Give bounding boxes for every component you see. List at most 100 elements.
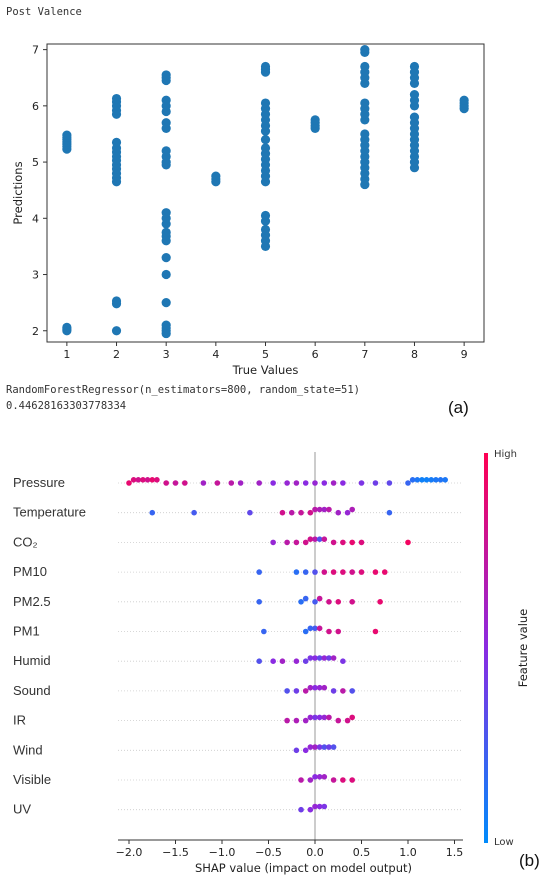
shap-point [293, 717, 300, 724]
data-point [360, 129, 370, 139]
shap-point [344, 717, 351, 724]
data-point [360, 45, 370, 55]
shap-point [321, 655, 328, 661]
shap-point [349, 599, 356, 605]
shap-point [302, 628, 309, 635]
shap-point [279, 658, 286, 664]
x-tick-label: 9 [461, 348, 468, 361]
feature-label: Pressure [13, 475, 65, 490]
shap-point [307, 655, 314, 661]
shap-point [284, 717, 290, 724]
data-point [111, 326, 122, 336]
shap-point [321, 536, 328, 542]
feature-label: Visible [13, 772, 51, 787]
shap-point [307, 625, 314, 632]
colorbar-high-label: High [494, 449, 517, 460]
shap-point [302, 595, 309, 602]
shap-point [437, 477, 444, 483]
shap-point [349, 539, 356, 546]
shap-point [256, 658, 263, 664]
shap-summary-plot: −2.0 −1.5 −1.0 −0.5 0.0 0.5 1.0 1.5 SHAP value (… [13, 449, 530, 875]
shap-point [340, 658, 346, 664]
shap-point [316, 714, 323, 721]
shap-point [335, 599, 342, 605]
y-tick-label: 3 [32, 269, 39, 282]
data-point [161, 298, 171, 308]
shap-x-tick-label: −1.0 [209, 846, 236, 859]
data-point [111, 296, 122, 306]
shap-point [381, 569, 388, 575]
shap-point [302, 717, 309, 724]
shap-point [349, 569, 356, 575]
shap-point [293, 658, 300, 664]
data-point [260, 143, 271, 153]
shap-point [312, 625, 318, 632]
shap-point [312, 744, 318, 750]
shap-x-tick-label: −2.0 [116, 846, 143, 859]
shap-point [316, 803, 323, 810]
shap-point [335, 509, 342, 516]
shap-point [312, 803, 318, 810]
shap-point [340, 777, 346, 783]
data-point [161, 320, 171, 330]
shap-point [316, 595, 323, 602]
shap-x-tick-label: 1.0 [399, 846, 417, 859]
shap-point [307, 806, 314, 813]
feature-label: CO₂ [13, 534, 38, 549]
data-point [161, 253, 171, 263]
data-point [161, 118, 171, 128]
shap-point [340, 569, 346, 575]
shap-point [191, 509, 197, 516]
shap-point [326, 628, 332, 635]
shap-point [321, 684, 328, 691]
shap-point [326, 506, 332, 513]
shap-point [423, 477, 430, 483]
data-point [161, 208, 171, 218]
feature-label: Wind [13, 742, 43, 757]
shap-x-tick-label: −1.5 [162, 846, 189, 859]
shap-point [433, 477, 439, 483]
feature-label: Sound [13, 683, 51, 698]
shap-point [312, 569, 318, 575]
x-tick-label: 6 [312, 348, 319, 361]
shap-point [349, 688, 356, 694]
colorbar-low-label: Low [494, 837, 514, 848]
shap-point [330, 688, 337, 694]
shap-point [172, 480, 179, 486]
shap-point [330, 569, 337, 575]
shap-point [316, 506, 323, 513]
shap-point [279, 509, 286, 516]
shap-point [144, 477, 151, 483]
shap-point [149, 509, 156, 516]
shap-point [312, 684, 318, 691]
shap-point [293, 480, 300, 486]
x-tick-label: 7 [361, 348, 368, 361]
shap-point [307, 744, 314, 750]
shap-point [228, 480, 235, 486]
y-tick-label: 7 [32, 44, 39, 57]
data-point [161, 146, 171, 156]
shap-point [326, 714, 332, 721]
feature-label: Temperature [13, 505, 86, 520]
data-point [409, 90, 420, 100]
plot-frame [46, 43, 485, 343]
shap-point [312, 774, 318, 780]
feature-label: PM2.5 [13, 594, 51, 609]
shap-point [270, 539, 276, 546]
shap-point [316, 625, 323, 632]
shap-point [358, 539, 365, 546]
shap-point [349, 714, 356, 721]
data-point [310, 115, 320, 125]
shap-point [154, 477, 160, 483]
shap-point [321, 774, 328, 780]
shap-point [321, 744, 328, 750]
shap-x-tick-label: 0.5 [353, 846, 371, 859]
shap-point [358, 569, 365, 575]
shap-point [298, 509, 304, 516]
shap-point [321, 714, 328, 721]
shap-point [349, 506, 356, 513]
shap-point [344, 509, 351, 516]
data-point [409, 61, 420, 72]
shap-point [340, 539, 346, 546]
